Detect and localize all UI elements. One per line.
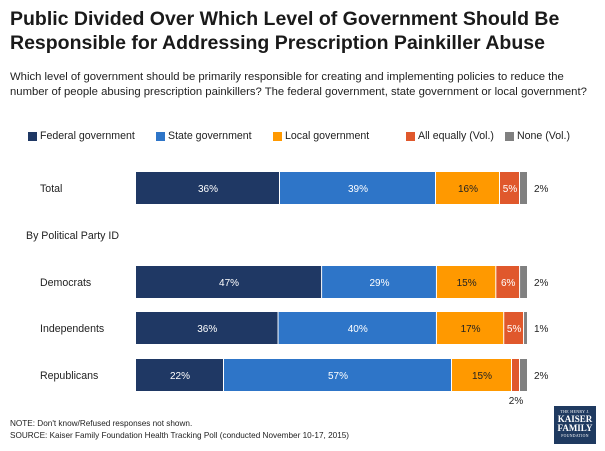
data-label-democrats-none-vol: 2% — [534, 278, 549, 289]
bar-republicans-all-equally-vol — [512, 359, 519, 391]
data-label-republicans-none-vol: 2% — [534, 371, 549, 382]
bar-total-local-government — [436, 172, 499, 204]
bar-total-none-vol — [520, 172, 527, 204]
data-label-total-all-equally-vol: 5% — [503, 184, 518, 195]
logo-line-2: KAISER FAMILY — [557, 414, 593, 433]
bar-total-all-equally-vol — [500, 172, 519, 204]
legend-label-state: State government — [168, 130, 252, 142]
bar-republicans-state-government — [224, 359, 451, 391]
bar-independents-federal-government — [136, 312, 278, 344]
section-label-party-id: By Political Party ID — [26, 230, 120, 242]
bar-democrats-all-equally-vol — [496, 266, 520, 298]
category-label-democrats: Democrats — [40, 277, 91, 289]
legend-swatch-all-equally — [406, 131, 415, 141]
bar-democrats-state-government — [322, 266, 436, 298]
legend-label-none: None (Vol.) — [517, 130, 570, 142]
legend-item-none: None (Vol.) — [505, 130, 570, 142]
data-label-independents-none-vol: 1% — [534, 324, 549, 335]
legend-swatch-state — [156, 131, 165, 141]
data-label-total-state-government: 39% — [348, 184, 368, 195]
logo-line-3: FOUNDATION — [561, 434, 589, 438]
logo-line-1: THE HENRY J. — [560, 409, 590, 414]
category-label-republicans: Republicans — [40, 370, 98, 382]
data-label-democrats-local-government: 15% — [457, 278, 477, 289]
legend-swatch-federal — [28, 131, 37, 141]
note-line: NOTE: Don't know/Refused responses not s… — [10, 419, 193, 428]
data-label-republicans-state-government: 57% — [328, 371, 348, 382]
data-label-independents-local-government: 17% — [461, 324, 481, 335]
category-label-total: Total — [40, 183, 62, 195]
legend-item-all-equally: All equally (Vol.) — [406, 130, 494, 142]
bar-democrats-federal-government — [136, 266, 322, 298]
bar-democrats-none-vol — [520, 266, 527, 298]
bar-republicans-none-vol — [520, 359, 527, 391]
legend-label-all-equally: All equally (Vol.) — [418, 130, 494, 142]
legend-swatch-local — [273, 131, 282, 141]
data-label-republicans-local-government: 15% — [472, 371, 492, 382]
legend-label-federal: Federal government — [40, 130, 135, 142]
data-label-democrats-federal-government: 47% — [219, 278, 239, 289]
data-label-republicans-federal-government: 22% — [170, 371, 190, 382]
bar-republicans-federal-government — [136, 359, 223, 391]
bar-independents-local-government — [436, 312, 504, 344]
legend-item-federal: Federal government — [28, 130, 135, 142]
bar-total-state-government — [280, 172, 435, 204]
data-label-total-local-government: 16% — [458, 184, 478, 195]
chart-subtitle: Which level of government should be prim… — [10, 71, 587, 98]
bar-independents-state-government — [278, 312, 436, 344]
kff-logo: THE HENRY J. KAISER FAMILY FOUNDATION — [554, 406, 596, 444]
chart-title: Public Divided Over Which Level of Gover… — [10, 8, 560, 54]
legend-item-state: State government — [156, 130, 252, 142]
data-label-independents-federal-government: 36% — [197, 324, 217, 335]
data-label-democrats-state-government: 29% — [370, 278, 390, 289]
legend-label-local: Local government — [285, 130, 370, 142]
bar-independents-none-vol — [524, 312, 527, 344]
bar-democrats-local-government — [436, 266, 496, 298]
legend-swatch-none — [505, 131, 514, 141]
category-label-independents: Independents — [40, 323, 104, 335]
source-line: SOURCE: Kaiser Family Foundation Health … — [10, 431, 350, 440]
data-label-independents-all-equally-vol: 5% — [507, 324, 522, 335]
data-label-republicans-all-equally-vol: 2% — [509, 396, 524, 407]
data-label-total-none-vol: 2% — [534, 184, 549, 195]
bar-republicans-local-government — [452, 359, 511, 391]
bar-total-federal-government — [136, 172, 279, 204]
chart-notes: NOTE: Don't know/Refused responses not s… — [10, 418, 349, 442]
data-label-democrats-all-equally-vol: 6% — [501, 278, 516, 289]
data-label-independents-state-government: 40% — [348, 324, 368, 335]
bar-independents-all-equally-vol — [504, 312, 524, 344]
data-label-total-federal-government: 36% — [198, 184, 218, 195]
legend-item-local: Local government — [273, 130, 369, 142]
